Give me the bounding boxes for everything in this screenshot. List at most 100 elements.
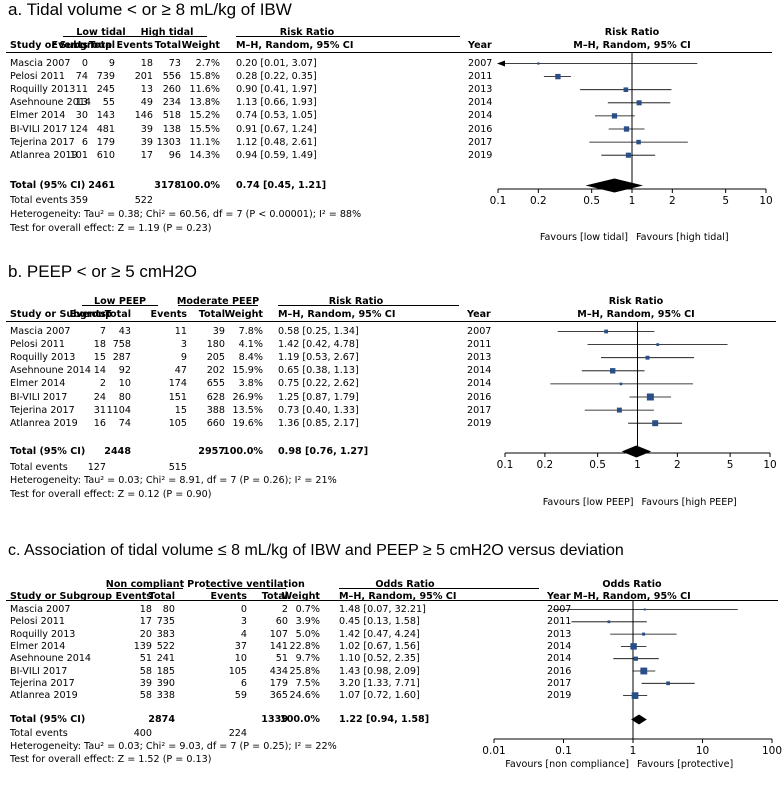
forest-plot: 0.1 0.2 0.5 1 2 5 10 Favours [low tidal] Favours… xyxy=(490,52,773,243)
year-header: Year xyxy=(547,591,571,602)
events2-cell: 49 xyxy=(140,97,153,109)
events1-cell: 7 xyxy=(99,326,106,337)
point-estimate xyxy=(625,152,631,158)
study-name: Asehnoune 2014 xyxy=(10,365,92,377)
measure-underline xyxy=(339,588,539,589)
events1-cell: 18 xyxy=(139,604,152,615)
measure-header: Risk Ratio xyxy=(328,296,384,307)
study-name: Elmer 2014 xyxy=(10,640,66,652)
events2-cell: 59 xyxy=(234,690,247,702)
weight-cell: 25.8% xyxy=(289,665,320,677)
year-header: Year xyxy=(467,309,491,320)
year-header: Year xyxy=(468,40,492,51)
total2-cell: 202 xyxy=(206,365,225,377)
favours-right-label: Favours [protective] xyxy=(637,759,733,770)
measure-header: Risk Ratio xyxy=(279,27,335,38)
total2-cell: 234 xyxy=(162,97,181,109)
measure-header: Odds Ratio xyxy=(375,579,435,590)
events1-cell: 2 xyxy=(99,378,106,390)
x-tick-label: 1 xyxy=(629,195,636,207)
total2-cell: 138 xyxy=(162,123,181,135)
events2-cell: 47 xyxy=(174,365,187,377)
weight-cell: 24.6% xyxy=(289,690,320,702)
ci-cell: 1.42 [0.47, 4.24] xyxy=(339,628,420,640)
events2-cell: 15 xyxy=(174,404,187,416)
total2-cell: 556 xyxy=(162,71,181,83)
weight-cell: 15.9% xyxy=(232,365,263,377)
year-cell: 2016 xyxy=(467,391,492,403)
year-cell: 2013 xyxy=(468,84,493,96)
weight-cell: 2.7% xyxy=(195,58,220,69)
study-header: Study or Subgroup xyxy=(10,591,112,602)
ci-cell: 1.48 [0.07, 32.21] xyxy=(339,604,426,615)
group2-header: High tidal xyxy=(140,27,194,38)
weight-cell: 8.4% xyxy=(238,352,263,364)
point-estimate xyxy=(642,632,646,636)
weight-cell: 0.7% xyxy=(295,604,320,615)
x-tick-label: 0.01 xyxy=(482,745,505,757)
total2-cell: 2 xyxy=(281,604,288,615)
header-rule xyxy=(6,321,499,322)
total-label: Total (95% CI) xyxy=(10,446,86,457)
ci-arrow xyxy=(497,60,505,67)
weight-cell: 5.0% xyxy=(295,628,320,640)
events2-cell: 18 xyxy=(140,58,153,69)
x-tick-label: 0.1 xyxy=(490,195,507,207)
total2-cell: 660 xyxy=(206,417,225,429)
point-estimate xyxy=(652,420,659,427)
total1-cell: 55 xyxy=(102,97,115,109)
plot-header-method: M–H, Random, 95% CI xyxy=(573,591,691,602)
point-estimate xyxy=(633,656,638,661)
total-weight: 100.0% xyxy=(280,714,320,725)
ci-cell: 1.36 [0.85, 2.17] xyxy=(278,417,359,429)
events2-cell: 39 xyxy=(140,123,153,135)
total1-cell: 481 xyxy=(96,123,115,135)
weight-cell: 15.8% xyxy=(189,71,220,83)
total1-cell: 338 xyxy=(156,690,175,702)
year-cell: 2017 xyxy=(467,404,492,416)
x-tick-label: 5 xyxy=(727,459,734,471)
ci-cell: 0.94 [0.59, 1.49] xyxy=(236,149,317,161)
events1-cell: 6 xyxy=(81,136,88,148)
events1-header: Events xyxy=(115,591,152,602)
x-tick-label: 1 xyxy=(634,459,641,471)
x-tick-label: 100 xyxy=(762,745,782,757)
ci-cell: 3.20 [1.33, 7.71] xyxy=(339,677,420,689)
pooled-diamond xyxy=(631,714,647,725)
study-name: Atlanrea 2019 xyxy=(10,690,78,702)
group1-underline xyxy=(107,588,183,589)
point-estimate xyxy=(656,343,660,346)
measure-underline xyxy=(236,36,460,37)
total-weight: 100.0% xyxy=(180,180,220,191)
ci-cell: 0.75 [0.22, 2.62] xyxy=(278,378,359,390)
ci-cell: 1.10 [0.52, 2.35] xyxy=(339,653,420,665)
ci-cell: 0.45 [0.13, 1.58] xyxy=(339,616,420,628)
weight-cell: 22.8% xyxy=(289,640,320,652)
point-estimate xyxy=(636,139,641,145)
favours-right-label: Favours [high tidal] xyxy=(636,232,729,243)
weight-cell: 11.6% xyxy=(189,84,220,96)
events2-cell: 0 xyxy=(240,604,247,615)
events1-cell: 74 xyxy=(75,71,88,83)
total1-cell: 1104 xyxy=(106,404,131,416)
x-tick-label: 5 xyxy=(722,195,729,207)
events2-cell: 3 xyxy=(240,616,247,628)
events1-cell: 20 xyxy=(139,628,152,640)
total2-cell: 180 xyxy=(206,339,225,351)
total-n1: 2461 xyxy=(88,180,115,191)
total1-cell: 179 xyxy=(96,136,115,148)
year-cell: 2014 xyxy=(467,365,492,377)
point-estimate xyxy=(610,368,616,374)
weight-cell: 26.9% xyxy=(232,391,263,403)
point-estimate xyxy=(619,382,623,386)
total-n2: 1339 xyxy=(261,714,288,725)
weight-header: Weight xyxy=(281,591,320,602)
total-events2: 522 xyxy=(134,195,153,206)
events2-cell: 10 xyxy=(234,653,247,665)
overall-effect-text: Test for overall effect: Z = 1.19 (P = 0… xyxy=(10,223,212,234)
total1-cell: 383 xyxy=(156,628,175,640)
point-estimate xyxy=(555,73,561,80)
ci-cell: 0.73 [0.40, 1.33] xyxy=(278,404,359,416)
events2-cell: 9 xyxy=(180,352,187,364)
events1-cell: 139 xyxy=(133,640,152,652)
